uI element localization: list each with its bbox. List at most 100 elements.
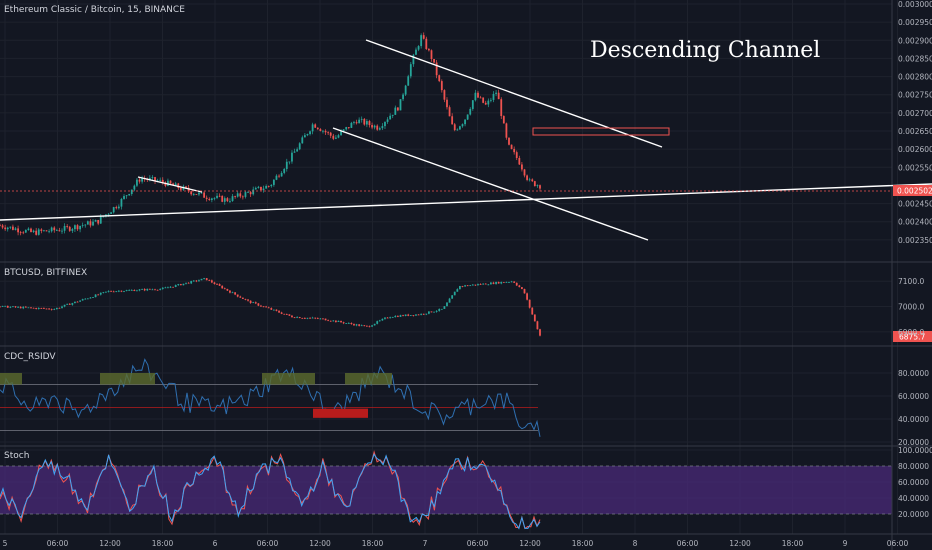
candle-body: [495, 92, 497, 94]
candle-body: [482, 97, 485, 103]
candle-body: [123, 291, 125, 292]
candle-body: [231, 196, 234, 202]
candle-body: [427, 49, 430, 51]
channel-lower-line[interactable]: [332, 127, 649, 241]
candle-body: [164, 287, 167, 289]
candle-body: [133, 185, 136, 190]
candle-body: [322, 318, 324, 320]
x-tick-label: 6: [213, 539, 218, 548]
candle-body: [301, 137, 304, 144]
candle-body: [76, 301, 79, 303]
candle-body: [68, 303, 71, 305]
candle-body: [309, 317, 311, 319]
x-tick-label: 12:00: [309, 539, 331, 548]
candle-body: [443, 306, 446, 309]
candle-body: [9, 306, 12, 308]
candle-body: [340, 320, 342, 323]
btc-pane-title: BTCUSD, BITFINEX: [4, 268, 87, 278]
candle-body: [239, 193, 242, 197]
x-tick-label: 06:00: [47, 539, 69, 548]
drawings[interactable]: [0, 39, 932, 241]
y-tick-label: 80.0000: [898, 462, 929, 471]
candle-body: [342, 129, 345, 132]
candle-body: [324, 318, 327, 321]
support-trendline[interactable]: [0, 183, 932, 221]
candle-body: [461, 124, 464, 127]
candle-body: [291, 315, 293, 318]
current-price-badge-text: 0.002502: [897, 187, 932, 196]
candle-body: [337, 320, 340, 322]
y-tick-label: 80.0000: [898, 369, 929, 378]
candle-body: [399, 315, 402, 317]
candle-body: [192, 194, 195, 195]
candle-body: [249, 300, 252, 303]
candle-body: [500, 282, 503, 284]
candle-body: [76, 225, 79, 230]
candle-body: [407, 314, 410, 316]
candle-body: [177, 183, 180, 188]
candle-body: [252, 302, 255, 304]
candle-body: [187, 282, 190, 284]
candle-body: [84, 224, 87, 226]
candle-body: [430, 50, 433, 59]
candle-body: [334, 137, 337, 139]
y-tick-label: 0.002550: [898, 163, 932, 172]
candle-body: [497, 92, 500, 100]
candle-body: [159, 179, 162, 181]
target-box[interactable]: [532, 127, 670, 136]
y-tick-label: 60.0000: [898, 478, 929, 487]
candles-pane-0: [0, 32, 541, 236]
candle-body: [22, 306, 25, 309]
candle-body: [280, 172, 283, 177]
x-tick-label: 18:00: [362, 539, 384, 548]
y-tick-label: 0.002900: [898, 36, 932, 45]
candle-body: [389, 317, 392, 319]
rsi-zones: [0, 373, 392, 418]
candle-body: [24, 306, 27, 308]
channel-upper-line[interactable]: [365, 39, 663, 148]
candle-body: [61, 306, 63, 308]
candle-body: [172, 286, 175, 288]
candle-body: [216, 284, 218, 285]
candle-body: [125, 195, 128, 197]
candle-body: [438, 308, 441, 311]
candle-body: [1, 225, 4, 228]
candle-body: [247, 192, 249, 193]
candle-body: [267, 186, 270, 187]
candle-body: [433, 311, 435, 313]
candle-body: [283, 313, 286, 315]
candle-body: [469, 285, 472, 287]
candle-body: [267, 307, 270, 309]
candle-body: [272, 179, 275, 185]
small-wedge-line[interactable]: [137, 176, 203, 193]
candle-body: [515, 152, 518, 158]
candle-body: [314, 317, 317, 319]
candle-body: [221, 195, 224, 202]
candle-body: [1, 305, 4, 307]
candle-body: [329, 320, 332, 322]
candle-body: [487, 284, 490, 286]
rsi-oversold-zone: [313, 408, 368, 418]
candle-body: [435, 310, 438, 312]
candle-body: [477, 92, 479, 98]
candle-body: [128, 194, 131, 196]
candle-body: [347, 127, 350, 128]
candle-body: [177, 284, 180, 286]
candle-body: [508, 137, 510, 145]
time-axis[interactable]: 5 06:00 12:00 18:00 6 06:00 12:00 18:00 7 06:00 12…: [3, 539, 909, 548]
candle-body: [55, 307, 58, 310]
candle-body: [254, 302, 257, 304]
btc-price-badge: [893, 331, 932, 342]
x-tick-label: 06:00: [257, 539, 279, 548]
candle-body: [456, 289, 459, 292]
candle-body: [513, 148, 516, 153]
candle-body: [368, 326, 371, 328]
candle-body: [107, 213, 110, 215]
candle-body: [490, 282, 492, 285]
candle-body: [86, 221, 89, 225]
candle-body: [505, 282, 508, 283]
candle-body: [50, 227, 53, 232]
candle-body: [440, 308, 443, 310]
price-axes[interactable]: 0.003000 0.002950 0.002900 0.002850 0.002800…: [898, 0, 932, 519]
